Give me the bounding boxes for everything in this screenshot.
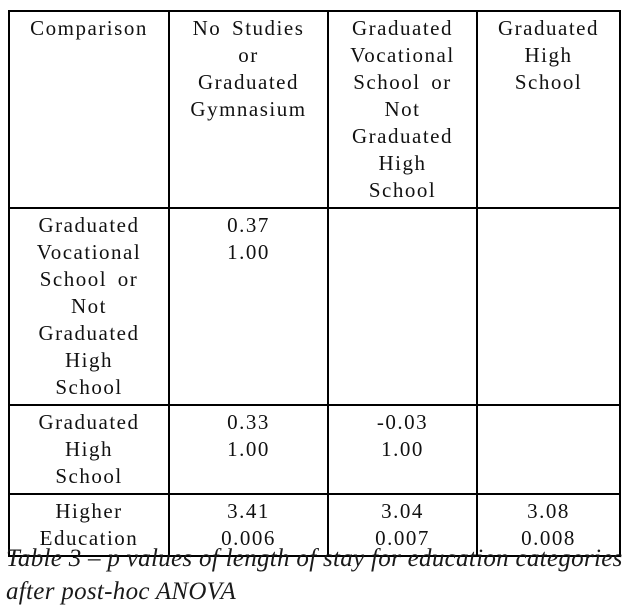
cell-empty <box>327 207 478 406</box>
cell-value: -0.03 1.00 <box>327 404 478 495</box>
header-cell-graduated-vocational-school: Graduated Vocational School or Not Gradu… <box>327 10 478 209</box>
cell-value: 3.04 0.007 <box>327 493 478 557</box>
header-row: Comparison No Studies or Graduated Gymna… <box>8 10 621 209</box>
cell-empty <box>476 207 621 406</box>
table-row-higher-education: Higher Education 3.41 0.006 3.04 0.007 3… <box>8 493 621 557</box>
cell-empty <box>476 404 621 495</box>
row-label: Graduated Vocational School or Not Gradu… <box>8 207 170 406</box>
header-cell-graduated-high-school: Graduated High School <box>476 10 621 209</box>
table-caption: Table 3 – p values of length of stay for… <box>6 545 623 605</box>
header-cell-no-studies-or-graduated-gymnasium: No Studies or Graduated Gymnasium <box>168 10 329 209</box>
cell-value: 0.33 1.00 <box>168 404 329 495</box>
table-row-graduated-vocational-school: Graduated Vocational School or Not Gradu… <box>8 207 621 406</box>
row-label: Graduated High School <box>8 404 170 495</box>
cell-value: 3.41 0.006 <box>168 493 329 557</box>
anova-p-values-table: Comparison No Studies or Graduated Gymna… <box>8 10 621 557</box>
table-row-graduated-high-school: Graduated High School 0.33 1.00 -0.03 1.… <box>8 404 621 495</box>
header-cell-comparison: Comparison <box>8 10 170 209</box>
row-label: Higher Education <box>8 493 170 557</box>
cell-value: 0.37 1.00 <box>168 207 329 406</box>
cell-value: 3.08 0.008 <box>476 493 621 557</box>
